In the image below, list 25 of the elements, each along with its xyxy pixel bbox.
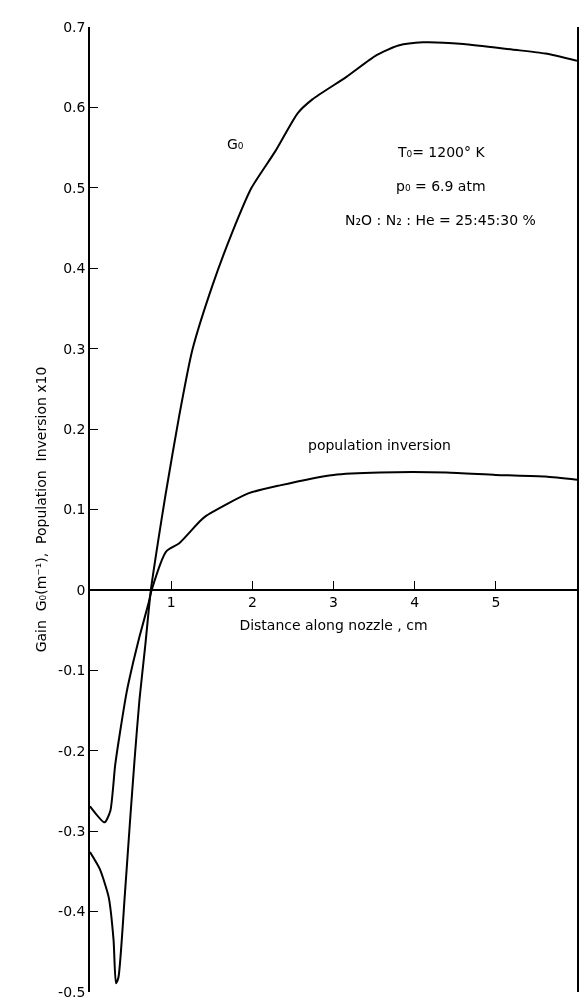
y-tick-label: -0.5 — [58, 983, 86, 1000]
annotation: T₀= 1200° K — [397, 144, 486, 160]
x-tick-label: 1 — [166, 594, 176, 611]
x-tick-label: 5 — [491, 594, 501, 611]
x-tick-label: 2 — [247, 594, 257, 611]
y-tick-label: 0.6 — [63, 99, 86, 116]
y-tick-label: 0.3 — [63, 340, 86, 357]
y-tick-label: 0.1 — [63, 501, 86, 518]
series-label: G₀ — [227, 136, 244, 152]
y-tick-label: -0.1 — [58, 662, 86, 679]
x-tick-label: 3 — [329, 594, 338, 611]
x-tick-label: 4 — [410, 594, 420, 611]
y-tick-label: 0.4 — [63, 260, 86, 277]
annotation: N₂O : N₂ : He = 25:45:30 % — [345, 212, 536, 228]
y-tick-label: 0.5 — [63, 179, 86, 196]
annotation: p₀ = 6.9 atm — [396, 178, 486, 194]
y-tick-label: 0.2 — [63, 420, 86, 437]
y-tick-label: -0.2 — [58, 742, 86, 759]
y-tick-label: 0 — [76, 581, 86, 598]
y-axis-title: Gain G₀(m⁻¹), Population Inversion x10 — [33, 366, 50, 653]
y-tick-label: -0.4 — [58, 903, 86, 920]
x-axis-title: Distance along nozzle , cm — [239, 617, 428, 634]
y-tick-label: -0.3 — [58, 823, 86, 840]
y-tick-label: 0.7 — [63, 18, 86, 35]
series-label: population inversion — [308, 437, 451, 453]
